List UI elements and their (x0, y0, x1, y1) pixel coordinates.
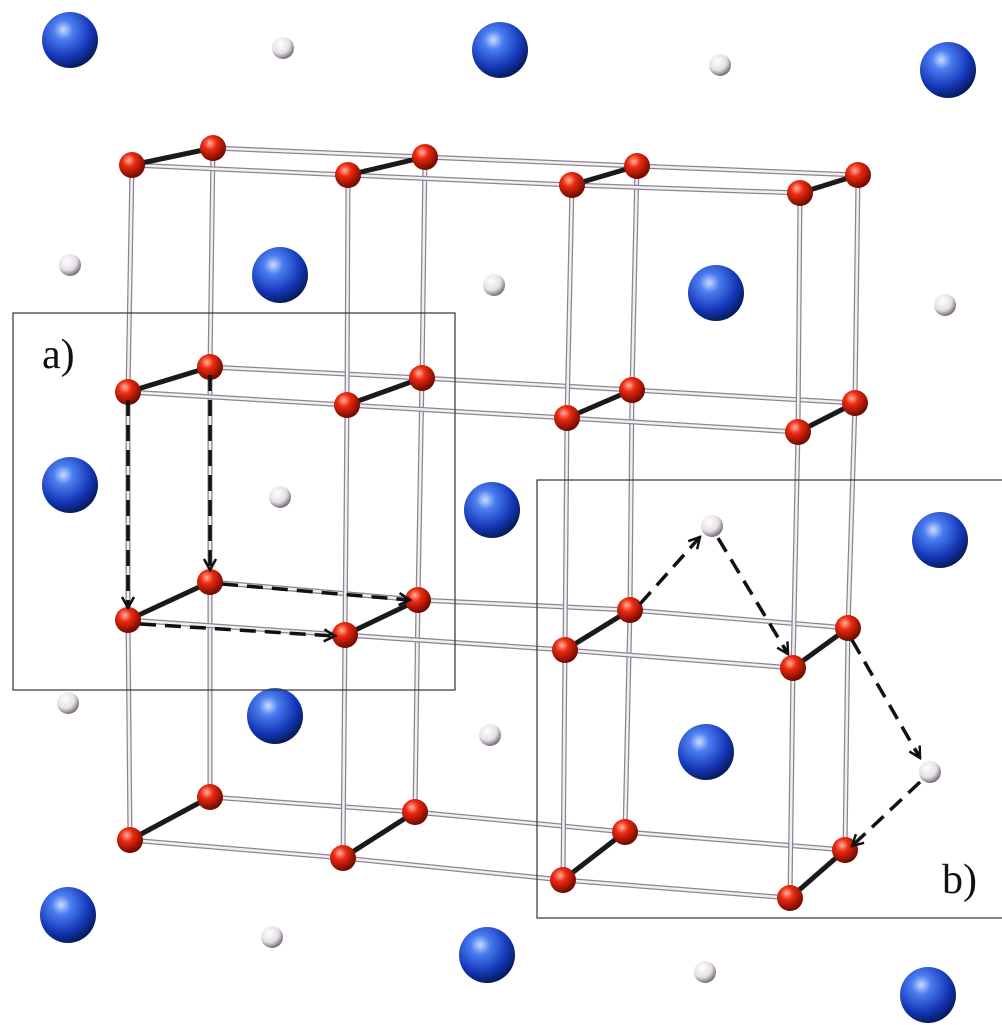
hop-arrow (718, 538, 788, 654)
interstitial-site (919, 761, 941, 783)
anion (550, 867, 576, 893)
bond (130, 797, 210, 840)
anion (619, 377, 645, 403)
interstitial-site (934, 294, 956, 316)
cation (920, 42, 976, 98)
lattice-rod (132, 165, 348, 175)
anion (835, 615, 861, 641)
anion (334, 392, 360, 418)
panel-label: a) (42, 332, 75, 378)
bond (128, 582, 210, 620)
anion (200, 135, 226, 161)
interstitial-site (59, 254, 81, 276)
lattice-rod (128, 392, 347, 405)
anion (785, 419, 811, 445)
interstitial-site (694, 961, 716, 983)
lattice-rod (572, 185, 800, 193)
cation (678, 724, 734, 780)
cation (42, 12, 98, 68)
lattice-rod (565, 650, 793, 668)
lattice-rod (128, 620, 345, 635)
anion (842, 390, 868, 416)
cation (900, 967, 956, 1023)
cation (459, 927, 515, 983)
anion (554, 405, 580, 431)
anion (787, 180, 813, 206)
anion (412, 144, 438, 170)
anion (402, 799, 428, 825)
atoms (40, 12, 976, 1023)
anion (617, 597, 643, 623)
cation (472, 22, 528, 78)
anion (832, 837, 858, 863)
anion (335, 162, 361, 188)
lattice-rod (130, 840, 343, 858)
panel-label: b) (942, 857, 977, 903)
anion (119, 152, 145, 178)
lattice-rod (625, 832, 845, 850)
lattice-rod (418, 600, 630, 610)
lattice-rod (210, 797, 415, 812)
anion (612, 819, 638, 845)
hop-arrow (640, 537, 700, 604)
lattice-rod (210, 367, 422, 378)
anion (552, 637, 578, 663)
anion (197, 784, 223, 810)
lattice-rod (213, 148, 425, 157)
lattice-rod (415, 812, 625, 832)
cation (252, 247, 308, 303)
lattice-rod (425, 157, 637, 166)
anion (780, 655, 806, 681)
interstitial-site (479, 724, 501, 746)
cation (42, 457, 98, 513)
lattice-figure: a) b) (0, 0, 1002, 1025)
cation (40, 887, 96, 943)
hop-arrows (128, 375, 920, 846)
interstitial-site (269, 486, 291, 508)
hop-arrow (852, 640, 920, 758)
anion (117, 827, 143, 853)
cation (688, 265, 744, 321)
anion (409, 365, 435, 391)
lattice-rod (632, 390, 855, 403)
anion (777, 885, 803, 911)
lattice-rod (422, 378, 632, 390)
lattice-rod (347, 175, 348, 405)
interstitial-site (709, 54, 731, 76)
lattice-rod (563, 880, 790, 898)
anion (197, 569, 223, 595)
anion (624, 153, 650, 179)
lattice-rod (637, 166, 858, 175)
anion (845, 162, 871, 188)
interstitial-site (701, 515, 723, 537)
interstitial-site (261, 926, 283, 948)
cation (247, 688, 303, 744)
lattice-rod (348, 175, 572, 185)
anion (332, 622, 358, 648)
lattice-rod (567, 418, 798, 432)
anion (115, 607, 141, 633)
interstitial-site (272, 37, 294, 59)
cation (912, 512, 968, 568)
anion (330, 845, 356, 871)
lattice-rod (343, 858, 563, 880)
lattice-rod (630, 610, 848, 628)
hop-arrow (852, 782, 920, 846)
interstitial-site (483, 274, 505, 296)
anion (559, 172, 585, 198)
interstitial-site (57, 692, 79, 714)
page: a) b) (() => { const data = JSON.parse(d… (0, 0, 1002, 1025)
cation (464, 482, 520, 538)
lattice-rod (347, 405, 567, 418)
